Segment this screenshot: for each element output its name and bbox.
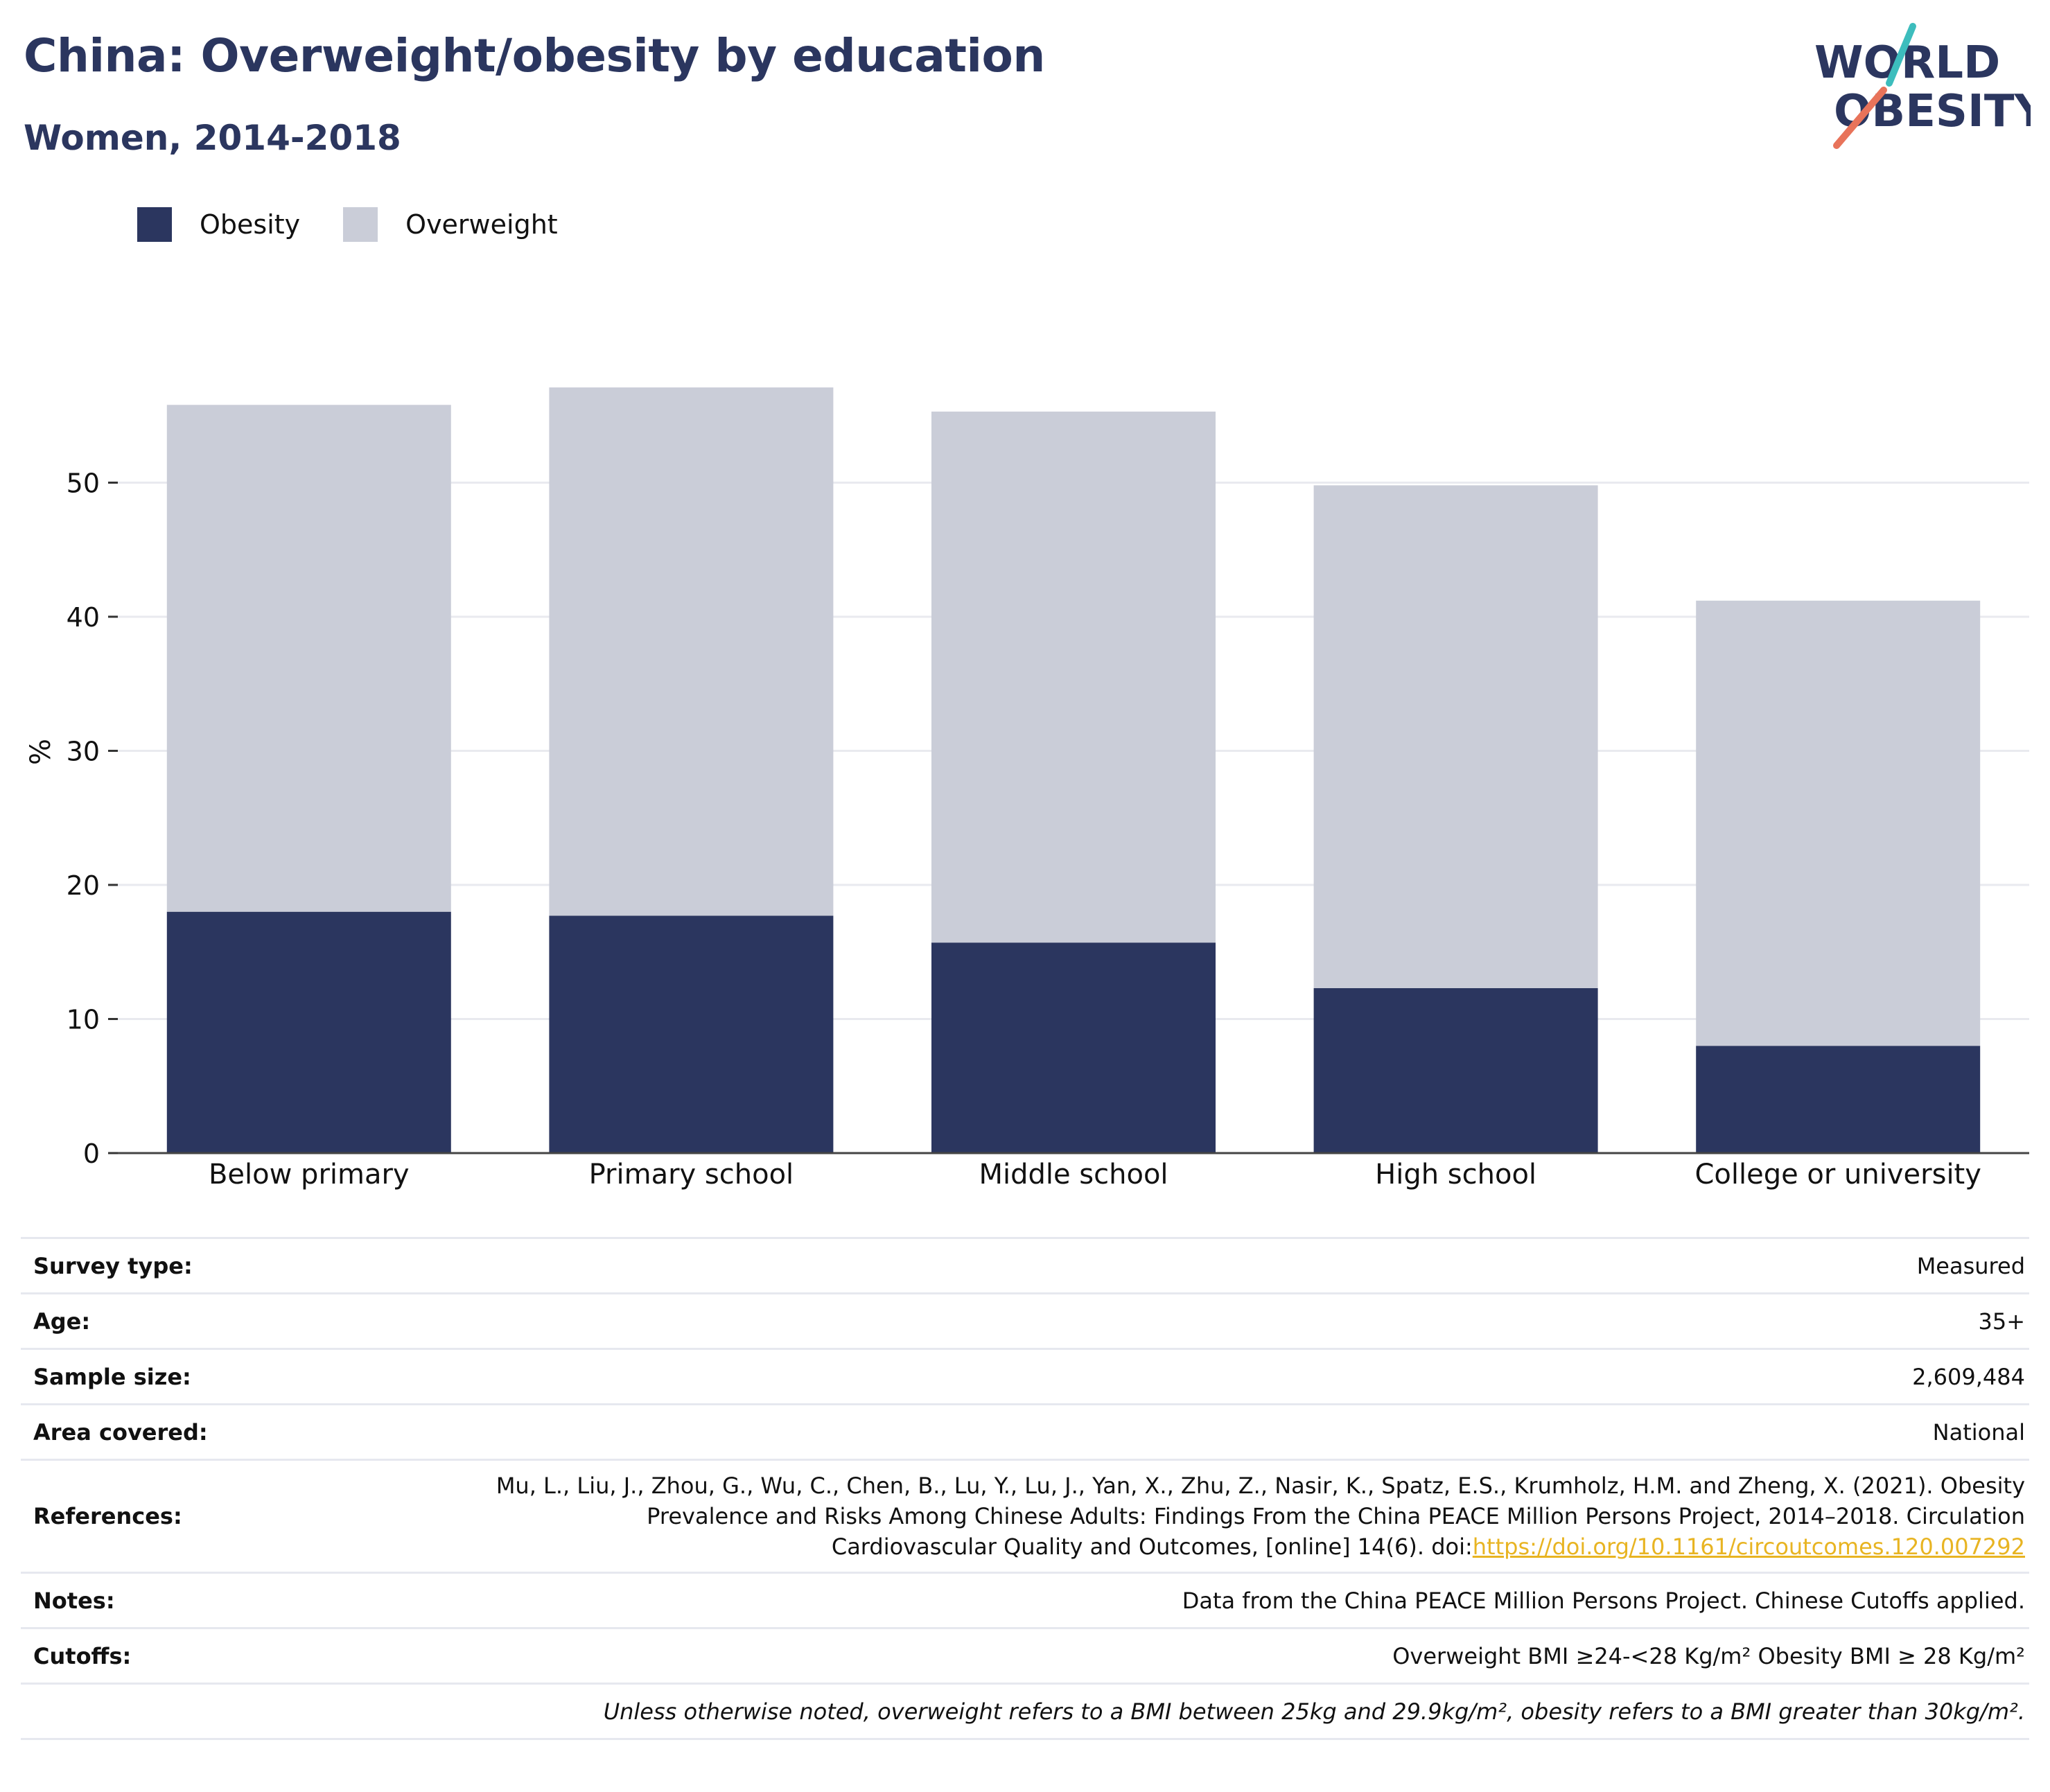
info-label: Sample size: xyxy=(21,1348,398,1405)
bar-overweight-3 xyxy=(1313,485,1598,988)
info-label: Age: xyxy=(21,1292,398,1349)
chart-subtitle: Women, 2014-2018 xyxy=(24,118,401,158)
x-tick-label-1: Primary school xyxy=(589,1159,794,1191)
bar-overweight-4 xyxy=(1696,600,1981,1046)
world-obesity-logo: WORLD OBESITY xyxy=(1814,23,2031,149)
info-row-references: References: Mu, L., Liu, J., Zhou, G., W… xyxy=(21,1459,2029,1573)
reference-line-3: Cardiovascular Quality and Outcomes, [on… xyxy=(831,1534,1473,1560)
info-row-disclaimer: Unless otherwise noted, overweight refer… xyxy=(21,1683,2029,1740)
info-row-age: Age: 35+ xyxy=(21,1292,2029,1349)
info-value: Data from the China PEACE Million Person… xyxy=(398,1572,2029,1628)
bar-obesity-2 xyxy=(931,942,1216,1153)
info-value: Measured xyxy=(398,1237,2029,1294)
info-value: 2,609,484 xyxy=(398,1348,2029,1405)
info-row-cutoffs: Cutoffs: Overweight BMI ≥24-<28 Kg/m² Ob… xyxy=(21,1627,2029,1684)
info-label: Cutoffs: xyxy=(21,1627,398,1684)
info-label: Notes: xyxy=(21,1572,398,1628)
bar-overweight-2 xyxy=(931,411,1216,943)
info-label-empty xyxy=(21,1683,398,1740)
bar-obesity-4 xyxy=(1696,1046,1981,1153)
stacked-bar-chart: 0 10 20 30 40 50% Below primary Primary school M… xyxy=(25,387,2029,1191)
survey-info-table: Survey type: Measured Age: 35+ Sample si… xyxy=(21,1237,2029,1740)
bar-obesity-1 xyxy=(549,915,834,1153)
info-label: References: xyxy=(21,1459,398,1573)
x-tick-label-0: Below primary xyxy=(209,1159,410,1191)
info-row-area-covered: Area covered: National xyxy=(21,1403,2029,1460)
legend-item-overweight[interactable]: Overweight xyxy=(343,207,558,242)
legend-swatch-obesity xyxy=(137,207,172,242)
y-tick-label-10: 10 xyxy=(67,1005,100,1035)
x-tick-label-4: College or university xyxy=(1694,1159,1981,1191)
x-tick-label-2: Middle school xyxy=(979,1159,1168,1191)
references-value: Mu, L., Liu, J., Zhou, G., Wu, C., Chen,… xyxy=(398,1459,2029,1573)
y-tick-label-30: 30 xyxy=(67,737,100,767)
legend-label-overweight: Overweight xyxy=(405,209,558,240)
legend-swatch-overweight xyxy=(343,207,378,242)
chart-title: China: Overweight/obesity by education xyxy=(24,29,1045,82)
y-tick-label-40: 40 xyxy=(67,602,100,633)
info-row-survey-type: Survey type: Measured xyxy=(21,1237,2029,1294)
disclaimer-text: Unless otherwise noted, overweight refer… xyxy=(398,1683,2029,1740)
info-value: National xyxy=(398,1403,2029,1460)
reference-line-1: Mu, L., Liu, J., Zhou, G., Wu, C., Chen,… xyxy=(496,1473,2025,1499)
info-row-notes: Notes: Data from the China PEACE Million… xyxy=(21,1572,2029,1628)
info-value: 35+ xyxy=(398,1292,2029,1349)
info-value: Overweight BMI ≥24-<28 Kg/m² Obesity BMI… xyxy=(398,1627,2029,1684)
y-tick-label-0: 0 xyxy=(83,1139,100,1169)
legend-label-obesity: Obesity xyxy=(200,209,301,240)
x-tick-label-3: High school xyxy=(1375,1159,1536,1191)
info-label: Area covered: xyxy=(21,1403,398,1460)
info-label: Survey type: xyxy=(21,1237,398,1294)
bar-overweight-1 xyxy=(549,387,834,916)
bar-obesity-3 xyxy=(1313,987,1598,1153)
info-row-sample-size: Sample size: 2,609,484 xyxy=(21,1348,2029,1405)
bar-overweight-0 xyxy=(166,405,451,912)
legend-item-obesity[interactable]: Obesity xyxy=(137,207,300,242)
reference-line-2: Prevalence and Risks Among Chinese Adult… xyxy=(647,1503,2025,1529)
y-tick-label-20: 20 xyxy=(67,870,100,901)
doi-link[interactable]: https://doi.org/10.1161/circoutcomes.120… xyxy=(1472,1534,2025,1560)
bar-obesity-0 xyxy=(166,911,451,1153)
y-tick-label-50: 50 xyxy=(67,468,100,499)
chart-legend: Obesity Overweight xyxy=(137,205,601,244)
logo-slash-coral xyxy=(1833,87,1887,149)
logo-slash-teal xyxy=(1886,23,1916,87)
y-axis-label: % xyxy=(25,739,57,765)
